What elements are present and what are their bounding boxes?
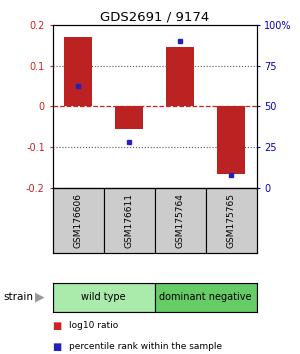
Text: ■: ■	[52, 321, 62, 331]
Text: GSM176611: GSM176611	[124, 193, 134, 248]
Text: wild type: wild type	[81, 292, 126, 302]
Text: GSM176606: GSM176606	[74, 193, 82, 248]
Text: GSM175765: GSM175765	[226, 193, 236, 248]
Bar	[103, 188, 154, 253]
Bar	[64, 37, 92, 107]
Bar	[52, 188, 104, 253]
Text: ■: ■	[52, 342, 62, 352]
Bar	[166, 47, 194, 107]
Bar	[154, 283, 256, 312]
Text: percentile rank within the sample: percentile rank within the sample	[69, 342, 222, 352]
Bar	[217, 107, 245, 174]
Text: strain: strain	[3, 292, 33, 302]
Title: GDS2691 / 9174: GDS2691 / 9174	[100, 11, 209, 24]
Bar	[154, 188, 206, 253]
Text: GSM175764: GSM175764	[176, 193, 184, 248]
Text: dominant negative: dominant negative	[159, 292, 252, 302]
Bar	[52, 283, 154, 312]
Bar	[115, 107, 143, 129]
Text: log10 ratio: log10 ratio	[69, 321, 118, 330]
Bar	[206, 188, 256, 253]
Text: ▶: ▶	[34, 291, 44, 304]
